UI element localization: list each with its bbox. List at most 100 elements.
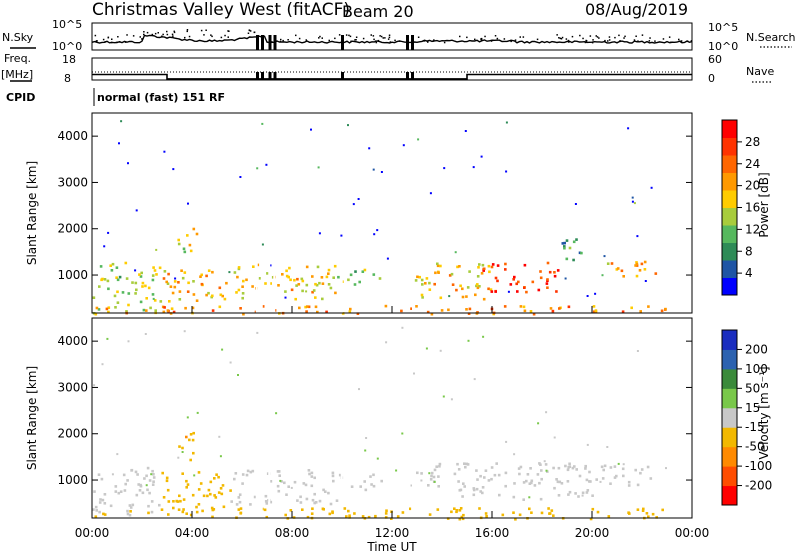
nsky-point	[568, 41, 570, 43]
colorbar-tick-label: 4	[745, 266, 753, 280]
nsky-point	[585, 40, 588, 42]
range-gate-cell	[461, 287, 464, 291]
range-gate-cell	[307, 469, 311, 472]
range-gate-cell	[634, 264, 637, 267]
nsky-point	[394, 39, 396, 42]
dropout-gap	[340, 468, 343, 518]
range-gate-cell	[265, 515, 269, 519]
range-gate-cell	[256, 263, 260, 267]
range-gate-cell	[603, 464, 607, 468]
range-gate-cell	[438, 462, 442, 466]
range-gate-cell	[490, 265, 494, 269]
range-gate-cell	[643, 268, 647, 271]
range-gate-cell	[588, 480, 591, 483]
range-gate-cell	[107, 287, 110, 291]
range-gate-cell	[501, 513, 505, 517]
nsky-point	[334, 37, 336, 40]
power-panel-frame	[91, 112, 693, 314]
noise-cell	[352, 203, 355, 206]
range-gate-cell	[584, 467, 587, 470]
xtick-label: 00:00	[675, 526, 710, 540]
range-gate-cell	[545, 282, 549, 285]
dropout-gap	[260, 468, 263, 518]
noise-cell	[120, 120, 123, 123]
range-gate-cell	[316, 310, 319, 314]
range-gate-cell	[263, 508, 267, 512]
range-gate-cell	[237, 266, 241, 269]
range-gate-cell	[147, 286, 151, 290]
noise-cell	[135, 209, 138, 212]
range-gate-cell	[434, 271, 437, 275]
range-gate-cell	[561, 242, 565, 245]
range-gate-cell	[480, 272, 484, 275]
range-gate-cell	[313, 476, 316, 480]
noise-cell	[376, 229, 379, 232]
range-gate-cell	[420, 472, 423, 475]
range-gate-cell	[465, 308, 468, 311]
nsky-point	[389, 41, 392, 43]
range-gate-cell	[636, 508, 640, 511]
range-gate-cell	[191, 306, 195, 310]
range-gate-cell	[539, 497, 543, 501]
range-gate-cell	[566, 480, 570, 483]
range-gate-cell	[457, 468, 461, 471]
nsky-point	[608, 39, 611, 41]
range-gate-cell	[396, 515, 400, 518]
velocity-ylabel: Slant Range [km]	[25, 366, 39, 470]
nsky-point	[287, 39, 289, 41]
range-gate-cell	[115, 276, 118, 279]
range-gate-cell	[233, 477, 236, 481]
range-gate-cell	[578, 251, 582, 255]
range-gate-cell	[213, 477, 216, 480]
colorbar-tick-label: 50	[745, 381, 760, 395]
nsky-tick-top: 10^5	[52, 18, 82, 31]
colorbar-segment	[722, 190, 737, 208]
range-gate-cell	[416, 471, 419, 475]
nsky-point	[662, 38, 665, 40]
range-gate-cell	[122, 473, 126, 477]
nsky-point	[618, 34, 620, 37]
range-gate-cell	[325, 310, 328, 314]
range-gate-cell	[634, 468, 637, 472]
range-gate-cell	[450, 272, 454, 276]
nsky-dropout	[256, 35, 259, 50]
ytick-label: 4000	[57, 334, 88, 348]
nsky-point	[173, 31, 176, 34]
nsky-dropout	[411, 35, 414, 50]
range-gate-cell	[498, 493, 501, 497]
range-gate-cell	[532, 312, 536, 316]
nsky-point	[328, 39, 330, 42]
range-gate-cell	[622, 275, 625, 278]
noise-cell	[439, 349, 442, 352]
noise-cell	[186, 416, 189, 419]
range-gate-cell	[490, 477, 493, 481]
nsky-point	[579, 34, 581, 37]
range-gate-cell	[97, 473, 101, 476]
nsky-point	[143, 33, 145, 36]
range-gate-cell	[557, 466, 561, 470]
range-gate-cell	[613, 465, 617, 468]
range-gate-cell	[478, 263, 481, 266]
range-gate-cell	[150, 510, 154, 514]
colorbar-tick-label: 16	[745, 201, 760, 215]
colorbar-segment	[722, 407, 737, 428]
range-gate-cell	[191, 438, 195, 442]
range-gate-cell	[327, 272, 330, 275]
range-gate-cell	[372, 484, 376, 488]
range-gate-cell	[462, 513, 465, 517]
range-gate-cell	[213, 494, 216, 497]
range-gate-cell	[188, 438, 191, 442]
nsky-point	[139, 36, 141, 38]
noise-cell	[101, 363, 104, 366]
range-gate-cell	[234, 472, 238, 475]
range-gate-cell	[189, 513, 193, 517]
noise-cell	[513, 453, 516, 456]
noise-cell	[318, 232, 321, 235]
range-gate-cell	[424, 282, 427, 285]
range-gate-cell	[490, 466, 494, 469]
range-gate-cell	[117, 491, 121, 495]
nsky-point	[295, 34, 297, 37]
range-gate-cell	[479, 490, 482, 493]
nsky-point	[370, 34, 372, 36]
noise-cell	[134, 269, 137, 272]
